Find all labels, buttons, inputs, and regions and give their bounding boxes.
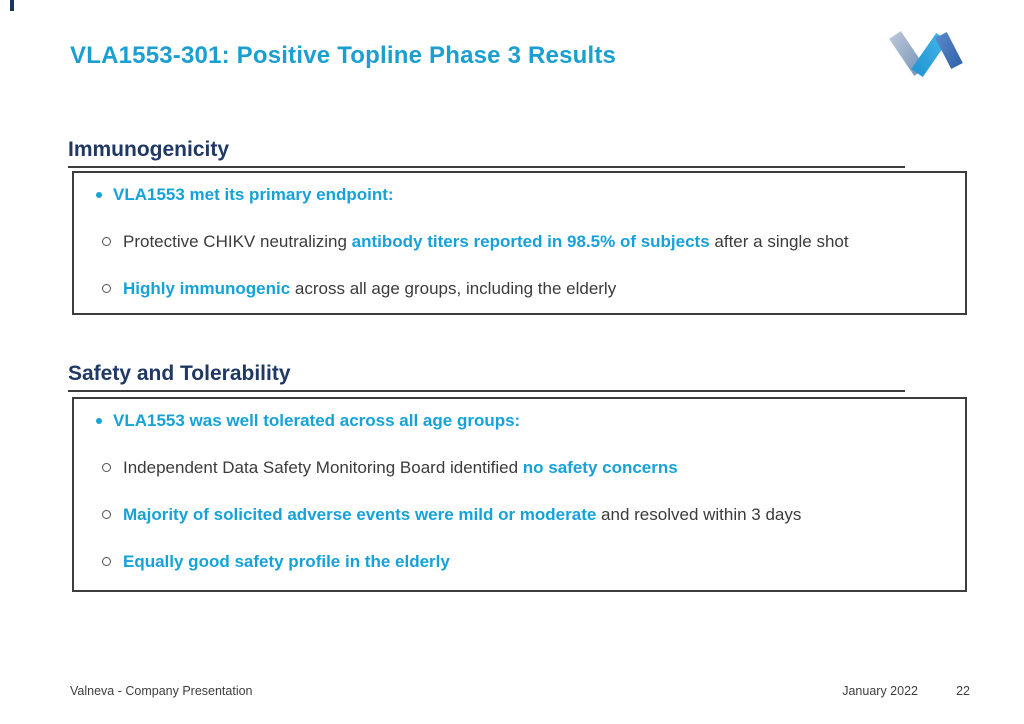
bullet-line: VLA1553 was well tolerated across all ag… xyxy=(86,411,953,431)
immunogenicity-box: VLA1553 met its primary endpoint: Protec… xyxy=(72,171,967,315)
safety-box: VLA1553 was well tolerated across all ag… xyxy=(72,397,967,592)
bullet-circle-icon xyxy=(102,510,111,519)
bullet-dot-icon xyxy=(96,192,102,198)
bullet-circle-icon xyxy=(102,284,111,293)
bullet-line: Protective CHIKV neutralizing antibody t… xyxy=(86,232,953,252)
bullet-text: Highly immunogenic across all age groups… xyxy=(123,279,617,298)
bullet-line: Independent Data Safety Monitoring Board… xyxy=(86,458,953,478)
bullet-text: VLA1553 was well tolerated across all ag… xyxy=(113,411,521,430)
bullet-line: Highly immunogenic across all age groups… xyxy=(86,279,953,299)
bullet-text: Equally good safety profile in the elder… xyxy=(123,552,450,571)
page-number: 22 xyxy=(956,684,970,698)
corner-mark xyxy=(10,0,14,11)
bullet-line: Majority of solicited adverse events wer… xyxy=(86,505,953,525)
bullet-text: Protective CHIKV neutralizing antibody t… xyxy=(123,232,849,251)
bullet-text: VLA1553 met its primary endpoint: xyxy=(113,185,394,204)
footer-company: Valneva - Company Presentation xyxy=(70,684,253,698)
slide-title: VLA1553-301: Positive Topline Phase 3 Re… xyxy=(70,42,617,69)
bullet-line: Equally good safety profile in the elder… xyxy=(86,552,953,572)
section-heading-safety: Safety and Tolerability xyxy=(68,362,905,392)
footer-date: January 2022 xyxy=(842,684,918,698)
section-heading-immunogenicity: Immunogenicity xyxy=(68,138,905,168)
bullet-circle-icon xyxy=(102,463,111,472)
bullet-text: Independent Data Safety Monitoring Board… xyxy=(123,458,678,477)
bullet-circle-icon xyxy=(102,237,111,246)
bullet-text: Majority of solicited adverse events wer… xyxy=(123,505,802,524)
bullet-line: VLA1553 met its primary endpoint: xyxy=(86,185,953,205)
bullet-dot-icon xyxy=(96,418,102,424)
valneva-logo-icon xyxy=(889,31,963,77)
bullet-circle-icon xyxy=(102,557,111,566)
